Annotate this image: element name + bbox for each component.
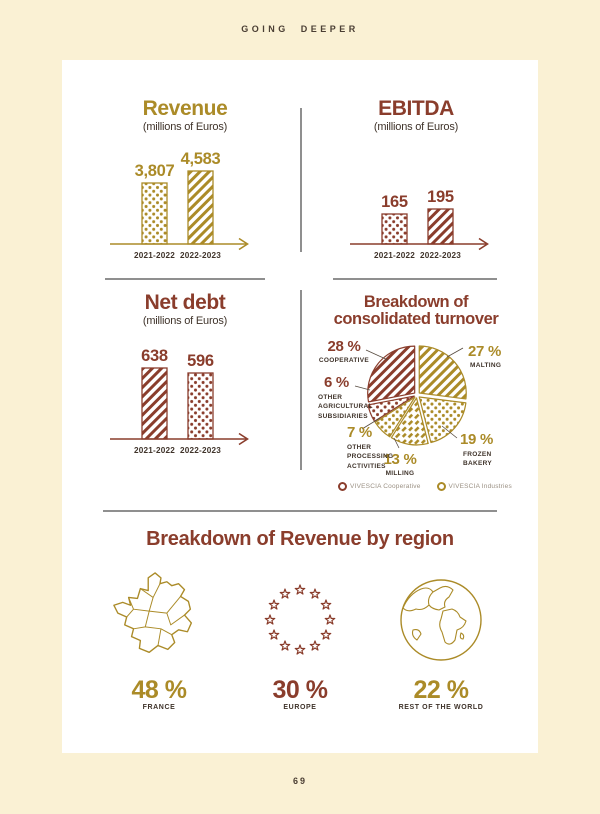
bar-category: 2021-2022 bbox=[374, 251, 415, 260]
legend-item-industries: VIVESCIA Industries bbox=[436, 482, 512, 491]
france-map-icon bbox=[113, 572, 193, 654]
revenue-bar-chart: 3,807 2021-2022 4,583 2022-2023 bbox=[110, 140, 260, 265]
star bbox=[279, 640, 291, 651]
bar-category: 2021-2022 bbox=[134, 251, 175, 260]
rest-of-world-label: REST OF THE WORLD bbox=[398, 704, 484, 711]
callout-line bbox=[446, 347, 464, 358]
legend-label-industries: VIVESCIA Industries bbox=[448, 483, 512, 490]
row-divider-left bbox=[105, 278, 265, 280]
star bbox=[268, 629, 280, 640]
net_debt-plot-svg: 638 2021-2022 596 2022-2023 bbox=[110, 347, 249, 455]
bar-2022-2023 bbox=[427, 208, 454, 245]
star bbox=[309, 640, 321, 651]
axis-arrow bbox=[238, 237, 249, 251]
revenue-plot-svg: 3,807 2021-2022 4,583 2022-2023 bbox=[110, 150, 249, 260]
star bbox=[294, 644, 306, 655]
callout-line bbox=[393, 437, 400, 449]
regions-section-title: Breakdown of Revenue by region bbox=[146, 528, 454, 550]
europe-pct: 30 % bbox=[272, 676, 328, 704]
star bbox=[279, 588, 291, 599]
legend-label-cooperative: VIVESCIA Cooperative bbox=[350, 483, 421, 490]
bar-category: 2022-2023 bbox=[180, 251, 221, 260]
content-card: Revenue (millions of Euros) 3,807 2021-20… bbox=[62, 60, 538, 753]
netdebt-bar-chart: 638 2021-2022 596 2022-2023 bbox=[110, 335, 260, 460]
pie-svg bbox=[354, 345, 467, 449]
star bbox=[320, 629, 332, 640]
region-item-europe: 30 % EUROPE bbox=[230, 570, 370, 735]
bar-2021-2022 bbox=[141, 367, 168, 440]
pie-label-cooperative: COOPERATIVE bbox=[318, 357, 370, 364]
bar-value: 4,583 bbox=[181, 150, 221, 168]
callout-line bbox=[354, 385, 371, 391]
callout-line bbox=[361, 417, 381, 430]
star bbox=[294, 584, 306, 595]
industries-ring-icon bbox=[436, 482, 446, 491]
eu-stars-icon bbox=[264, 584, 336, 655]
rest-of-world-pct: 22 % bbox=[413, 676, 469, 704]
pie-pct-cooperative: 28 % bbox=[327, 338, 361, 355]
pie-pct-other-agricultural: 6 % bbox=[324, 374, 349, 391]
page-number: 69 bbox=[292, 776, 307, 786]
pie-slice-malting bbox=[418, 345, 467, 400]
globe-icon bbox=[400, 579, 482, 661]
netdebt-chart-subtitle: (millions of Euros) bbox=[142, 315, 228, 327]
bar-value: 195 bbox=[427, 188, 454, 206]
netdebt-chart-title: Net debt bbox=[144, 291, 226, 314]
france-pct: 48 % bbox=[131, 676, 187, 704]
pie-legend: VIVESCIA Cooperative VIVESCIA Industries bbox=[310, 482, 540, 491]
star bbox=[268, 599, 280, 610]
pie-slice-cooperative bbox=[367, 345, 416, 403]
pie-pct-milling: 13 % bbox=[383, 451, 417, 468]
column-divider-bottom bbox=[300, 290, 302, 470]
pie-pct-other-processing: 7 % bbox=[347, 424, 372, 441]
column-divider-top bbox=[300, 108, 302, 252]
pie-pct-malting: 27 % bbox=[468, 343, 501, 360]
bar-value: 596 bbox=[187, 352, 214, 370]
axis-arrow bbox=[478, 237, 489, 251]
bar-value: 638 bbox=[141, 347, 168, 365]
pie-slice-milling bbox=[390, 397, 429, 446]
section-divider bbox=[103, 510, 497, 512]
page-header: GOING DEEPER bbox=[241, 24, 359, 34]
ebitda-bar-chart: 165 2021-2022 195 2022-2023 bbox=[350, 140, 500, 265]
bar-category: 2021-2022 bbox=[134, 446, 175, 455]
europe-label: EUROPE bbox=[283, 704, 317, 711]
pie-label-milling: MILLING bbox=[385, 470, 415, 477]
cooperative-ring-icon bbox=[338, 482, 348, 491]
pie-slice-other-processing-activities bbox=[374, 396, 416, 438]
callout-line bbox=[441, 425, 458, 439]
legend-item-cooperative: VIVESCIA Cooperative bbox=[338, 482, 420, 491]
turnover-pie-chart bbox=[310, 328, 540, 493]
star bbox=[309, 588, 321, 599]
ebitda-plot-svg: 165 2021-2022 195 2022-2023 bbox=[350, 188, 489, 260]
turnover-pie-title: Breakdown of consolidated turnover bbox=[333, 293, 499, 329]
bar-2021-2022 bbox=[381, 213, 408, 245]
star bbox=[320, 599, 332, 610]
bar-value: 3,807 bbox=[135, 162, 175, 180]
revenue-chart-title: Revenue bbox=[142, 97, 228, 120]
bar-2021-2022 bbox=[141, 182, 168, 245]
revenue-chart-subtitle: (millions of Euros) bbox=[142, 121, 228, 133]
france-label: FRANCE bbox=[142, 704, 176, 711]
callout-line bbox=[365, 349, 389, 361]
pie-label-frozen-bakery: FROZEN BAKERY bbox=[463, 451, 493, 468]
region-item-france: 48 % FRANCE bbox=[89, 570, 229, 735]
star bbox=[264, 614, 276, 625]
pie-pct-frozen-bakery: 19 % bbox=[460, 431, 493, 448]
ebitda-chart-title: EBITDA bbox=[378, 97, 454, 120]
ebitda-chart-subtitle: (millions of Euros) bbox=[373, 121, 459, 133]
pie-label-other-processing: OTHER PROCESSING ACTIVITIES bbox=[347, 444, 394, 470]
axis-arrow bbox=[238, 432, 249, 446]
region-item-rest-of-world: 22 % REST OF THE WORLD bbox=[371, 570, 511, 735]
pie-label-other-agricultural: OTHER AGRICULTURAL SUBSIDIARIES bbox=[318, 394, 373, 420]
pie-slice-frozen-bakery bbox=[418, 396, 467, 444]
bar-category: 2022-2023 bbox=[420, 251, 461, 260]
bar-2022-2023 bbox=[187, 170, 214, 245]
bar-2022-2023 bbox=[187, 372, 214, 440]
pie-label-malting: MALTING bbox=[470, 362, 502, 369]
row-divider-right bbox=[333, 278, 497, 280]
bar-category: 2022-2023 bbox=[180, 446, 221, 455]
bar-value: 165 bbox=[381, 193, 408, 211]
star bbox=[324, 614, 336, 625]
